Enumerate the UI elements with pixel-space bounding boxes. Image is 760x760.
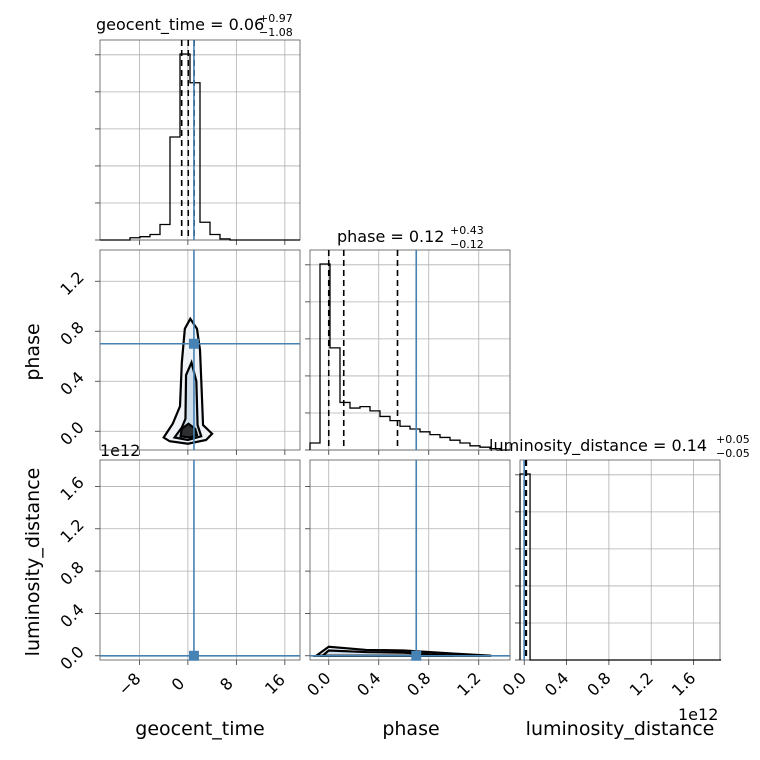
axis-frame-1-0 [99,249,301,451]
xtick-label-phase-0: 0.0 [303,668,334,699]
xtick-label-luminosity_distance-0: 0.0 [499,668,530,699]
panel-0-0 [95,39,301,245]
contour-phase_vs_geocent_time-2 [179,422,199,439]
ytick-label-phase-1: 0.4 [56,368,87,399]
xtick-label-luminosity_distance-2: 0.8 [583,668,614,699]
ytick-label-luminosity_distance-4: 1.6 [56,473,87,504]
xtick-label-luminosity_distance-3: 1.2 [626,668,657,699]
title-luminosity-distance: luminosity_distance = 0.14 [489,436,707,456]
ytick-label-phase-0: 0.0 [56,418,87,449]
axis-frame-1-1 [309,249,511,451]
ytick-label-luminosity_distance-0: 0.0 [56,642,87,673]
ytick-label-phase-3: 1.2 [56,268,87,299]
truth-point-2-1 [411,650,422,661]
ytick-label-luminosity_distance-1: 0.4 [56,600,87,631]
xtick-label-geocent_time-3: 16 [261,670,289,698]
title-luminosity-distance-minus: −0.05 [716,447,750,460]
xlabel-phase: phase [382,718,439,740]
xtick-label-geocent_time-2: 8 [216,674,237,695]
truth-point-1-0 [188,338,199,349]
hist-geocent_time [100,53,300,241]
title-geocent-time-plus: +0.97 [259,12,293,25]
xlabel-geocent-time: geocent_time [135,718,264,740]
title-phase-minus: −0.12 [450,238,484,251]
panel-1-1 [305,249,511,455]
ytick-label-luminosity_distance-3: 1.2 [56,515,87,546]
panel-1-0 [95,249,301,455]
title-geocent-time-minus: −1.08 [259,26,293,39]
hist-luminosity_distance [519,473,722,661]
xtick-label-phase-1: 0.4 [353,668,384,699]
axis-frame-0-0 [99,39,301,241]
title-phase-plus: +0.43 [450,224,484,237]
xtick-label-phase-3: 1.2 [453,668,484,699]
offset-row2-y: 1e12 [100,441,140,460]
xtick-label-phase-2: 0.8 [403,668,434,699]
panel-2-2 [515,459,722,665]
ytick-label-phase-2: 0.8 [56,318,87,349]
xtick-label-geocent_time-0: −8 [114,669,144,699]
ytick-label-luminosity_distance-2: 0.8 [56,558,87,589]
xtick-label-geocent_time-1: 0 [168,674,189,695]
xtick-label-luminosity_distance-4: 1.6 [668,668,699,699]
title-geocent-time: geocent_time = 0.06 [96,15,264,35]
xlabel-luminosity-distance: luminosity_distance [526,718,715,740]
panel-2-0 [95,459,301,665]
xtick-label-luminosity_distance-1: 0.4 [541,668,572,699]
ylabel-luminosity-distance: luminosity_distance [22,468,44,657]
axis-frame-2-1 [309,459,511,661]
axis-frame-2-2 [519,459,721,661]
panel-2-1 [305,459,511,665]
ylabel-phase: phase [22,323,44,380]
axis-frame-2-0 [99,459,301,661]
offset-col2-x: 1e12 [678,705,718,724]
hist-phase [309,263,510,451]
title-phase: phase = 0.12 [337,227,444,246]
title-luminosity-distance-plus: +0.05 [716,433,750,446]
truth-point-2-0 [188,650,199,661]
